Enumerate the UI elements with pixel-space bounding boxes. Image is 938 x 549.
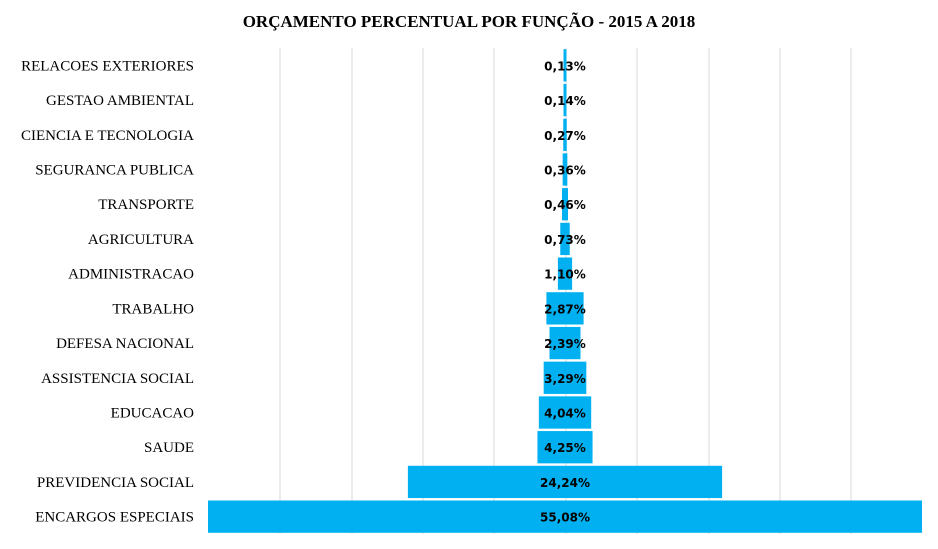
category-label: RELACOES EXTERIORES — [21, 58, 194, 74]
category-label: CIENCIA E TECNOLOGIA — [21, 128, 194, 144]
category-label: EDUCACAO — [111, 406, 195, 422]
data-label: 0,27% — [544, 129, 586, 143]
category-label: ENCARGOS ESPECIAIS — [35, 510, 194, 526]
bar — [562, 188, 568, 221]
data-label: 55,08% — [540, 511, 590, 525]
data-label: 24,24% — [540, 476, 590, 490]
data-label: 2,39% — [544, 337, 586, 351]
bar — [563, 83, 567, 117]
bar — [537, 431, 593, 464]
category-label: SEGURANCA PUBLICA — [35, 163, 194, 179]
category-label: ADMINISTRACAO — [68, 267, 194, 283]
bar — [538, 396, 592, 429]
category-label: ASSISTENCIA SOCIAL — [41, 371, 194, 387]
data-label: 0,36% — [544, 164, 586, 178]
chart-title: ORÇAMENTO PERCENTUAL POR FUNÇÃO - 2015 A… — [243, 12, 696, 31]
bar — [562, 153, 568, 186]
bar — [563, 118, 567, 151]
category-label: TRABALHO — [112, 301, 194, 317]
value-labels: 0,13% 0,14% 0,27% 0,36% 0,46% 0,73% 1,10% 2,87%… — [540, 59, 590, 524]
data-label: 3,29% — [544, 372, 586, 386]
category-labels: RELACOES EXTERIORES GESTAO AMBIENTAL CIENC… — [21, 58, 194, 525]
bar — [563, 49, 567, 82]
data-label: 4,04% — [544, 407, 586, 421]
data-label: 1,10% — [544, 268, 586, 282]
bars — [208, 49, 922, 533]
category-label: DEFESA NACIONAL — [56, 336, 194, 352]
category-label: SAUDE — [144, 440, 194, 456]
data-label: 2,87% — [544, 302, 586, 316]
category-label: AGRICULTURA — [88, 232, 194, 248]
data-label: 0,73% — [544, 233, 586, 247]
bar — [543, 361, 587, 394]
category-label: TRANSPORTE — [98, 197, 194, 213]
data-label: 0,46% — [544, 198, 586, 212]
bar — [546, 292, 584, 325]
bar — [407, 465, 723, 499]
category-label: PREVIDENCIA SOCIAL — [37, 475, 194, 491]
data-label: 0,13% — [544, 59, 586, 73]
data-label: 0,14% — [544, 94, 586, 108]
bar — [557, 257, 573, 290]
data-label: 4,25% — [544, 441, 586, 455]
category-label: GESTAO AMBIENTAL — [46, 93, 194, 109]
bar — [560, 222, 570, 256]
bar — [549, 326, 581, 360]
bar — [208, 500, 922, 533]
